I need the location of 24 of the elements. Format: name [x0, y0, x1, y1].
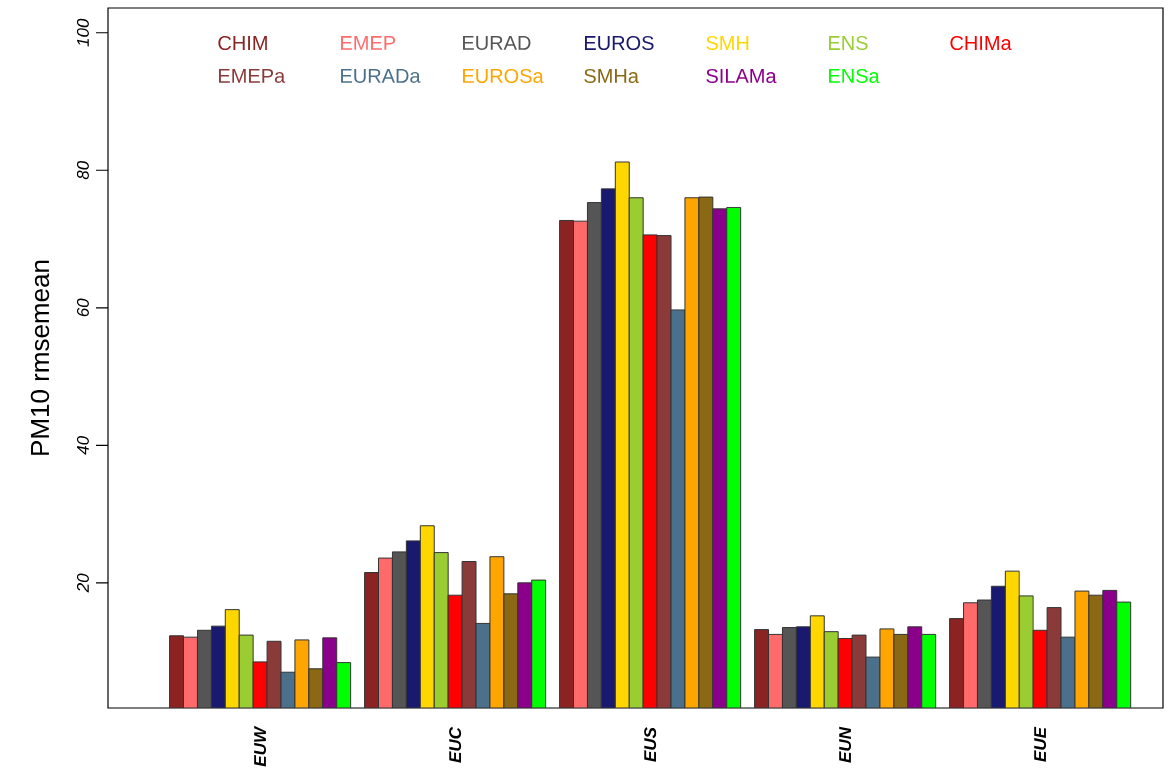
- text: ENSa: [829, 68, 880, 84]
- text: EMEPa: [219, 68, 286, 83]
- text: CHIMa: [950, 35, 1012, 51]
- text: SMH: [706, 35, 749, 51]
- text: EUROSa: [463, 68, 544, 84]
- x-tick-label: EUC: [449, 726, 462, 763]
- y-tick-label: 60: [76, 298, 89, 317]
- y-tick-label: 80: [76, 160, 89, 180]
- x-tick-label: EUN: [839, 726, 852, 763]
- text: EURADa: [341, 68, 421, 83]
- x-tick-label: EUE: [1034, 726, 1047, 762]
- x-tick-label: EUS: [644, 727, 657, 762]
- text: EMEP: [341, 36, 396, 50]
- text: EURAD: [463, 36, 531, 50]
- y-tick-label: 40: [76, 436, 89, 455]
- text: CHIM: [218, 35, 267, 51]
- text: EUROS: [584, 35, 654, 51]
- y-axis-title: PM10 rmsemean: [30, 260, 50, 455]
- y-tick-label: 20: [76, 573, 89, 593]
- text: ENS: [829, 35, 868, 51]
- text: SMHa: [584, 68, 639, 84]
- text: SILAMa: [706, 68, 777, 84]
- y-tick-label: 100: [76, 18, 89, 47]
- x-tick-label: EUW: [254, 725, 267, 767]
